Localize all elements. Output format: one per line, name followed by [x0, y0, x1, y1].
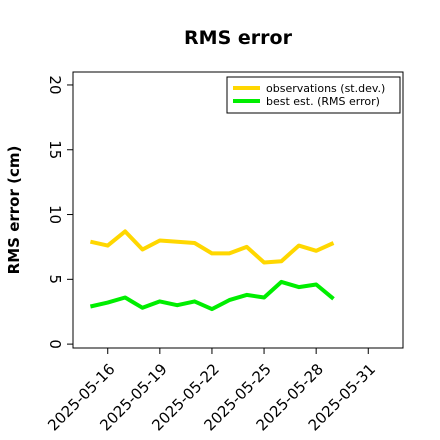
legend-box — [226, 76, 401, 114]
series-line-observations — [89, 229, 335, 265]
y-tick-label: 20 — [46, 75, 64, 94]
y-axis: 0 5 10 15 20 — [46, 75, 73, 349]
series-line-best-estimate — [89, 279, 335, 312]
y-tick-label: 15 — [46, 140, 64, 159]
y-tick-label: 0 — [46, 339, 64, 349]
y-tick-label: 10 — [46, 205, 64, 224]
y-tick-label: 5 — [46, 275, 64, 285]
legend-label-observations: observations (st.dev.) — [266, 82, 385, 95]
y-axis-label: RMS error (cm) — [5, 146, 23, 275]
legend-label-best-estimate: best est. (RMS error) — [266, 95, 380, 108]
series-layer — [89, 229, 335, 312]
plot-area — [72, 71, 404, 349]
chart-title: RMS error — [184, 27, 293, 49]
legend: observations (st.dev.) best est. (RMS er… — [226, 76, 401, 114]
x-axis: 2025-05-162025-05-192025-05-222025-05-25… — [44, 348, 379, 434]
